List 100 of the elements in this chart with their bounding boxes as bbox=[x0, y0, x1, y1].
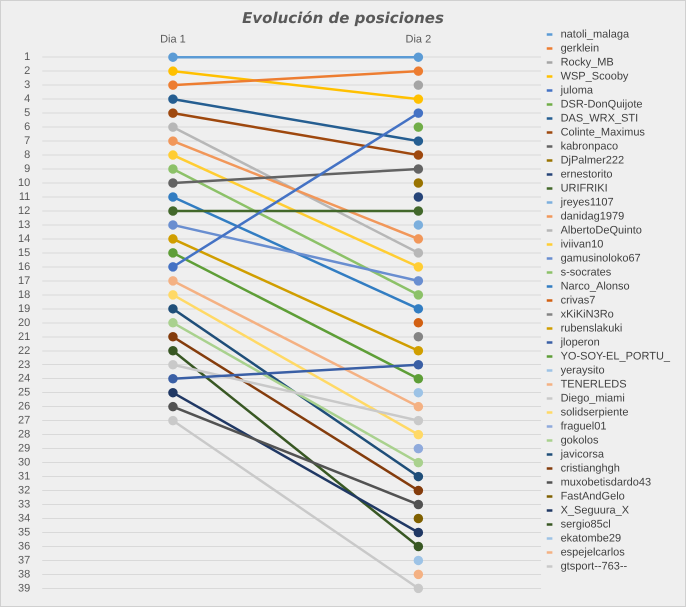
point bbox=[414, 94, 424, 104]
legend-label: solidserpiente bbox=[560, 406, 628, 419]
y-tick-label: 32 bbox=[18, 484, 30, 497]
point bbox=[414, 360, 424, 370]
point bbox=[168, 122, 178, 132]
point bbox=[414, 374, 424, 384]
y-tick-label: 1 bbox=[24, 51, 30, 64]
point bbox=[168, 192, 178, 202]
point bbox=[414, 528, 424, 538]
point bbox=[168, 150, 178, 160]
point bbox=[414, 388, 424, 398]
point bbox=[414, 402, 424, 412]
y-tick-label: 35 bbox=[18, 526, 30, 539]
y-tick-label: 19 bbox=[18, 302, 30, 315]
y-tick-label: 10 bbox=[18, 177, 30, 190]
y-tick-label: 29 bbox=[18, 442, 30, 455]
point bbox=[414, 248, 424, 258]
legend-label: jreyes1107 bbox=[560, 196, 614, 209]
point bbox=[414, 206, 424, 216]
legend-label: gokolos bbox=[560, 434, 599, 447]
y-tick-label: 16 bbox=[18, 260, 30, 273]
point bbox=[414, 192, 424, 202]
point bbox=[168, 332, 178, 342]
legend-label: espejelcarlos bbox=[560, 546, 626, 559]
point bbox=[414, 164, 424, 174]
point bbox=[168, 248, 178, 258]
y-tick-label: 4 bbox=[24, 93, 30, 106]
point bbox=[414, 556, 424, 566]
legend-label: fraguel01 bbox=[560, 420, 606, 433]
legend-label: iviivan10 bbox=[560, 238, 604, 251]
y-tick-label: 2 bbox=[24, 65, 30, 78]
legend-label: ernestorito bbox=[560, 168, 613, 181]
point bbox=[414, 472, 424, 482]
point bbox=[414, 500, 424, 510]
point bbox=[414, 66, 424, 76]
legend-label: xKiKiN3Ro bbox=[560, 308, 614, 321]
legend-label: gamusinoloko67 bbox=[560, 252, 641, 265]
y-tick-label: 26 bbox=[18, 400, 30, 413]
legend-label: javicorsa bbox=[560, 448, 605, 461]
legend-label: URIFRIKI bbox=[560, 182, 608, 195]
y-tick-label: 31 bbox=[18, 470, 30, 483]
point bbox=[414, 108, 424, 118]
legend-label: jloperon bbox=[560, 336, 600, 349]
x-tick-label: Dia 1 bbox=[160, 34, 186, 46]
point bbox=[168, 388, 178, 398]
legend-label: yeraysito bbox=[560, 364, 605, 377]
point bbox=[414, 514, 424, 524]
legend-label: FastAndGelo bbox=[560, 490, 625, 503]
legend-label: TENERLEDS bbox=[560, 378, 627, 391]
y-tick-label: 14 bbox=[18, 232, 30, 245]
legend-label: DSR-DonQuijote bbox=[560, 98, 642, 111]
y-tick-label: 8 bbox=[24, 149, 30, 162]
legend-label: rubenslakuki bbox=[560, 322, 622, 335]
legend-label: cristianghgh bbox=[560, 462, 620, 475]
point bbox=[414, 122, 424, 132]
point bbox=[414, 220, 424, 230]
legend-label: AlbertoDeQuinto bbox=[560, 224, 642, 237]
y-tick-label: 28 bbox=[18, 428, 30, 441]
point bbox=[168, 206, 178, 216]
legend-label: juloma bbox=[560, 84, 594, 97]
point bbox=[168, 346, 178, 356]
point bbox=[168, 220, 178, 230]
point bbox=[168, 136, 178, 146]
y-tick-label: 27 bbox=[18, 414, 30, 427]
point bbox=[414, 584, 424, 594]
point bbox=[168, 66, 178, 76]
y-tick-label: 39 bbox=[18, 582, 30, 594]
x-tick-label: Dia 2 bbox=[406, 34, 432, 46]
legend-label: Diego_miami bbox=[560, 392, 625, 405]
point bbox=[414, 290, 424, 300]
point bbox=[414, 570, 424, 580]
y-tick-label: 36 bbox=[18, 540, 30, 552]
chart-title: Evolución de posiciones bbox=[242, 8, 444, 27]
legend-label: sergio85cl bbox=[560, 518, 611, 531]
point bbox=[414, 234, 424, 244]
point bbox=[414, 276, 424, 286]
y-tick-label: 23 bbox=[18, 358, 30, 371]
legend-label: gtsport--763-- bbox=[560, 560, 628, 573]
point bbox=[414, 304, 424, 314]
point bbox=[168, 94, 178, 104]
point bbox=[414, 416, 424, 426]
y-tick-label: 7 bbox=[24, 135, 30, 148]
legend-label: DAS_WRX_STI bbox=[560, 112, 638, 125]
point bbox=[168, 234, 178, 244]
legend-label: Colinte_Maximus bbox=[560, 126, 646, 139]
legend-label: WSP_Scooby bbox=[560, 70, 629, 83]
point bbox=[168, 52, 178, 62]
y-tick-label: 12 bbox=[18, 205, 30, 217]
legend-label: natoli_malaga bbox=[560, 28, 630, 41]
y-tick-label: 11 bbox=[18, 191, 30, 204]
point bbox=[414, 332, 424, 342]
y-tick-label: 6 bbox=[24, 121, 30, 134]
legend-label: crivas7 bbox=[560, 294, 596, 307]
y-tick-label: 20 bbox=[18, 316, 30, 329]
y-tick-label: 3 bbox=[24, 79, 30, 92]
point bbox=[168, 164, 178, 174]
legend-label: danidag1979 bbox=[560, 210, 624, 223]
point bbox=[168, 290, 178, 300]
point bbox=[414, 346, 424, 356]
point bbox=[168, 402, 178, 412]
